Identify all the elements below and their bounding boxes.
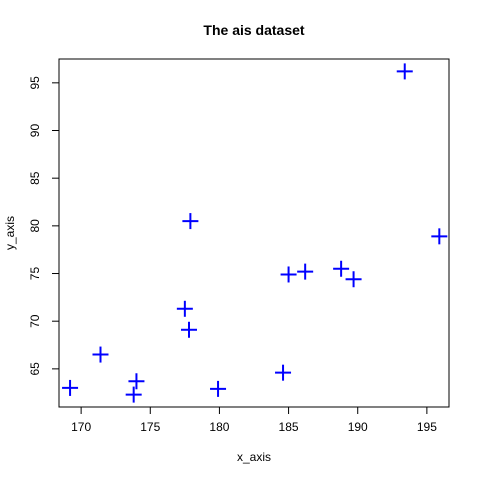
data-point [333,260,350,277]
data-point [181,321,197,338]
chart-title: The ais dataset [203,22,304,38]
y-tick-label: 80 [28,219,42,233]
y-tick-label: 75 [28,267,42,281]
data-point [182,213,199,230]
x-tick-label: 190 [348,420,368,434]
data-point [275,364,292,381]
x-tick-label: 175 [140,420,160,434]
data-point [280,266,297,283]
x-tick-label: 180 [209,420,229,434]
x-tick-label: 170 [71,420,91,434]
data-point [92,346,109,363]
data-point [396,63,413,80]
x-axis-label: x_axis [237,450,271,464]
data-point [125,386,142,403]
y-axis-label: y_axis [3,216,17,250]
data-point [62,379,79,396]
y-axis: 65 70 75 80 85 90 95 [28,76,60,376]
data-point [297,263,314,280]
data-point [210,380,227,397]
data-point [176,300,193,317]
x-tick-label: 195 [417,420,437,434]
data-point [431,228,448,245]
y-tick-label: 95 [28,76,42,90]
data-points [62,63,448,403]
data-point [128,373,145,390]
y-tick-label: 65 [28,362,42,376]
y-tick-label: 85 [28,171,42,185]
y-tick-label: 70 [28,314,42,328]
plot-area-frame [58,58,450,408]
data-point [345,271,362,288]
y-tick-label: 90 [28,124,42,138]
x-tick-label: 185 [279,420,299,434]
x-axis: 170 175 180 185 190 195 [71,406,437,434]
